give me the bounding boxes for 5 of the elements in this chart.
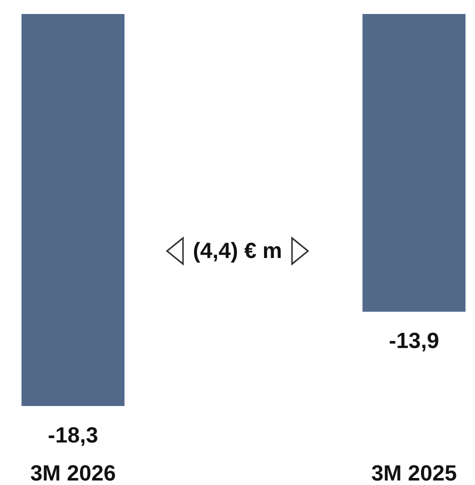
annotation: (4,4) € m — [192, 238, 282, 264]
data-label: -13,9 — [388, 328, 440, 354]
x-tick-label: 3M 2025 — [371, 460, 457, 485]
x-tick-label: 3M 2026 — [30, 460, 116, 485]
data-label: -18,3 — [48, 422, 98, 448]
